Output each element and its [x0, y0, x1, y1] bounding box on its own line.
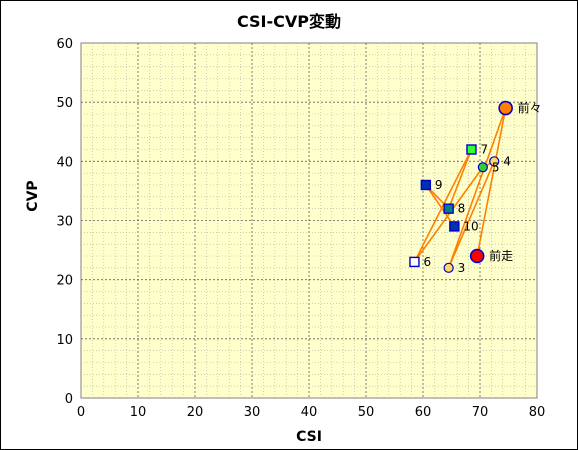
data-point-8 — [443, 203, 454, 214]
x-tick-label: 20 — [187, 405, 204, 420]
connector-line — [447, 161, 495, 269]
x-tick-label: 60 — [415, 405, 432, 420]
y-tick-label: 60 — [56, 37, 73, 52]
y-tick-label: 50 — [56, 96, 73, 111]
point-label: 4 — [503, 154, 511, 168]
point-label: 7 — [480, 143, 488, 157]
data-point-5 — [477, 162, 488, 173]
y-tick-label: 30 — [56, 215, 73, 230]
connector-line — [476, 107, 507, 257]
point-label: 5 — [492, 160, 500, 174]
point-label: 3 — [458, 261, 466, 275]
chart-title: CSI-CVP変動 — [237, 12, 341, 31]
point-label: 8 — [458, 202, 466, 216]
data-point-6 — [409, 256, 420, 268]
x-tick-label: 40 — [301, 405, 318, 420]
data-point-7 — [466, 144, 477, 155]
y-tick-label: 40 — [56, 155, 73, 170]
x-tick-label: 10 — [130, 405, 147, 420]
x-tick-label: 0 — [77, 405, 85, 420]
x-tick-label: 30 — [244, 405, 261, 420]
x-tick-label: 50 — [358, 405, 375, 420]
y-axis-label: CVP — [25, 180, 41, 211]
y-tick-label: 20 — [56, 274, 73, 289]
connector-line — [413, 149, 473, 263]
connector-line — [425, 184, 456, 227]
x-tick-label: 70 — [472, 405, 489, 420]
connector-line — [413, 166, 484, 263]
point-label: 前走 — [489, 248, 513, 263]
y-tick-label: 10 — [56, 333, 73, 348]
data-point-前走 — [469, 248, 485, 264]
data-point-4 — [489, 156, 500, 167]
data-point-10 — [449, 221, 460, 232]
connector-line — [447, 107, 507, 269]
point-label: 10 — [463, 219, 478, 233]
data-point-3 — [443, 262, 454, 273]
connector-line — [447, 149, 473, 209]
data-point-前々 — [498, 100, 513, 116]
x-tick-label: 80 — [529, 405, 546, 420]
point-label: 9 — [435, 178, 443, 192]
y-tick-label: 0 — [65, 392, 73, 407]
data-point-9 — [420, 179, 432, 191]
point-label: 6 — [423, 255, 431, 269]
x-axis-label: CSI — [296, 429, 322, 445]
point-label: 前々 — [518, 100, 542, 115]
